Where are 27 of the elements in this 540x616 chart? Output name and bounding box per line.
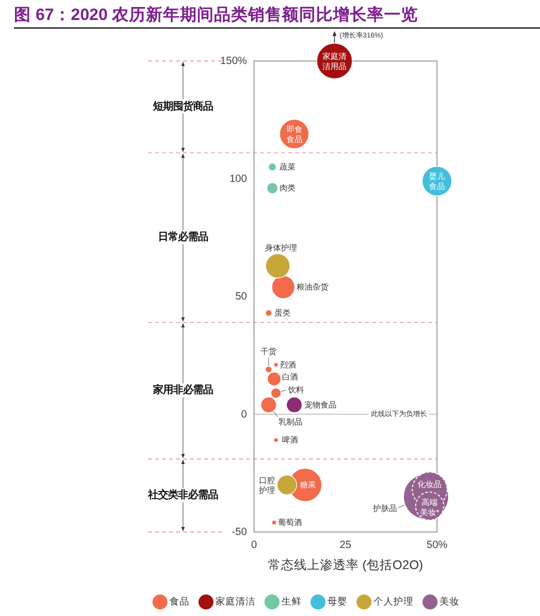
group-label: 社交类非必需品	[145, 460, 220, 532]
y-tick-label: -50	[232, 526, 248, 538]
title: 图 67：2020 农历新年期间品类销售额同比增长率一览	[14, 6, 540, 29]
x-label: 常态线上渗透率 (包括O2O)	[268, 558, 424, 572]
legend-label: 食品	[170, 596, 190, 608]
legend-label: 个人护理	[374, 596, 414, 608]
legend-item: 食品	[152, 594, 190, 610]
legend-item: 母婴	[310, 594, 348, 610]
group-label: 家用非必需品	[150, 323, 215, 458]
group-label: 短期囤货商品	[150, 62, 215, 152]
legend-item: 美妆	[422, 594, 460, 610]
x-tick-label: 25	[340, 539, 352, 551]
legend-label: 家庭清洁	[216, 596, 256, 608]
legend-label: 生鲜	[282, 596, 302, 608]
y-tick-label: 0	[241, 408, 248, 420]
x-tick-label: 50%	[426, 539, 448, 551]
y-tick-label: 50	[235, 290, 248, 302]
legend-item: 个人护理	[356, 594, 414, 610]
y-tick-label: 100	[229, 172, 248, 185]
legend-label: 母婴	[328, 596, 348, 608]
group-label: 日常必需品	[156, 154, 210, 322]
chart-title: 图 67：2020 农历新年期间品类销售额同比增长率一览	[14, 5, 418, 24]
x-tick-label: 0	[251, 539, 258, 551]
legend-label: 美妆	[440, 596, 460, 608]
legend-item: 生鲜	[264, 594, 302, 610]
legend-item: 家庭清洁	[198, 594, 256, 610]
y-tick-label: 150%	[220, 55, 247, 67]
